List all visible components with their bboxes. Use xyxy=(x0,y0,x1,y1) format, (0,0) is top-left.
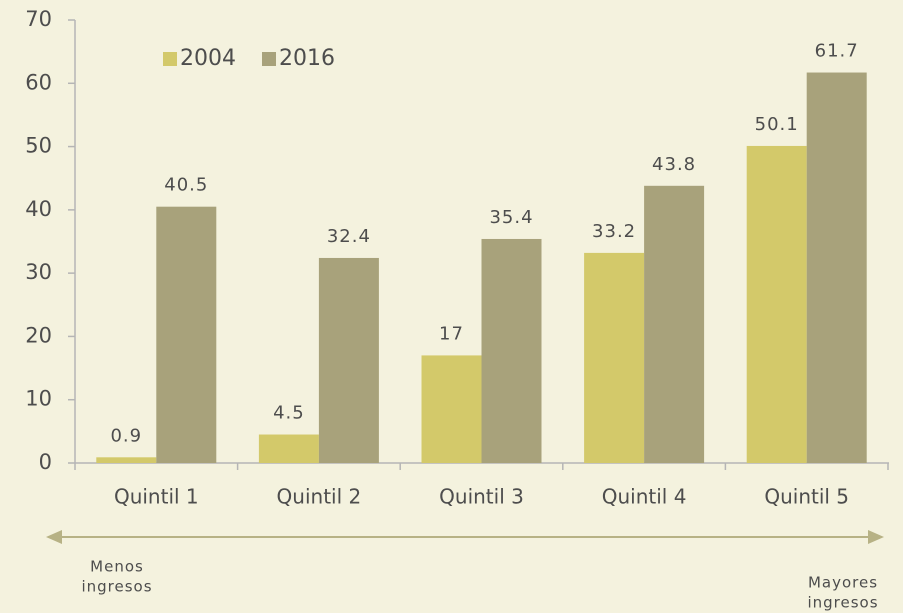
legend-label: 2016 xyxy=(279,46,335,71)
y-tick-label: 50 xyxy=(25,134,52,158)
bar xyxy=(806,72,867,463)
y-tick-label: 60 xyxy=(25,70,52,94)
value-label: 0.9 xyxy=(110,425,142,446)
range-arrow xyxy=(46,530,884,544)
x-tick-label: Quintil 1 xyxy=(114,485,199,509)
y-tick-label: 10 xyxy=(25,387,52,411)
bar xyxy=(96,457,157,463)
legend-swatch xyxy=(262,52,276,66)
x-tick-label: Quintil 2 xyxy=(277,485,362,509)
bar xyxy=(421,355,482,463)
bar xyxy=(644,185,705,463)
value-label: 32.4 xyxy=(327,226,371,247)
y-tick-label: 70 xyxy=(25,7,52,31)
annotation: Menos xyxy=(90,558,144,576)
value-label: 40.5 xyxy=(164,175,208,196)
bar xyxy=(746,145,807,463)
x-tick-label: Quintil 4 xyxy=(602,485,687,509)
bar xyxy=(156,206,217,463)
y-tick-label: 20 xyxy=(25,323,52,347)
x-tick-label: Quintil 5 xyxy=(764,485,849,509)
value-label: 50.1 xyxy=(755,114,799,135)
value-label: 61.7 xyxy=(815,41,859,62)
y-tick-label: 40 xyxy=(25,197,52,221)
value-label: 35.4 xyxy=(489,207,533,228)
legend-label: 2004 xyxy=(180,46,236,71)
value-label: 43.8 xyxy=(652,154,696,175)
y-tick-label: 0 xyxy=(39,450,52,474)
value-label: 17 xyxy=(439,323,464,344)
bar xyxy=(481,238,542,463)
bar xyxy=(584,252,645,463)
value-label: 4.5 xyxy=(273,403,305,424)
annotation: Mayores xyxy=(808,574,878,592)
value-label: 33.2 xyxy=(592,221,636,242)
bar xyxy=(258,434,319,463)
annotation: ingresos xyxy=(807,594,878,612)
x-tick-label: Quintil 3 xyxy=(439,485,524,509)
bar xyxy=(318,257,379,463)
legend-swatch xyxy=(163,52,177,66)
annotation: ingresos xyxy=(81,578,152,596)
y-tick-label: 30 xyxy=(25,260,52,284)
